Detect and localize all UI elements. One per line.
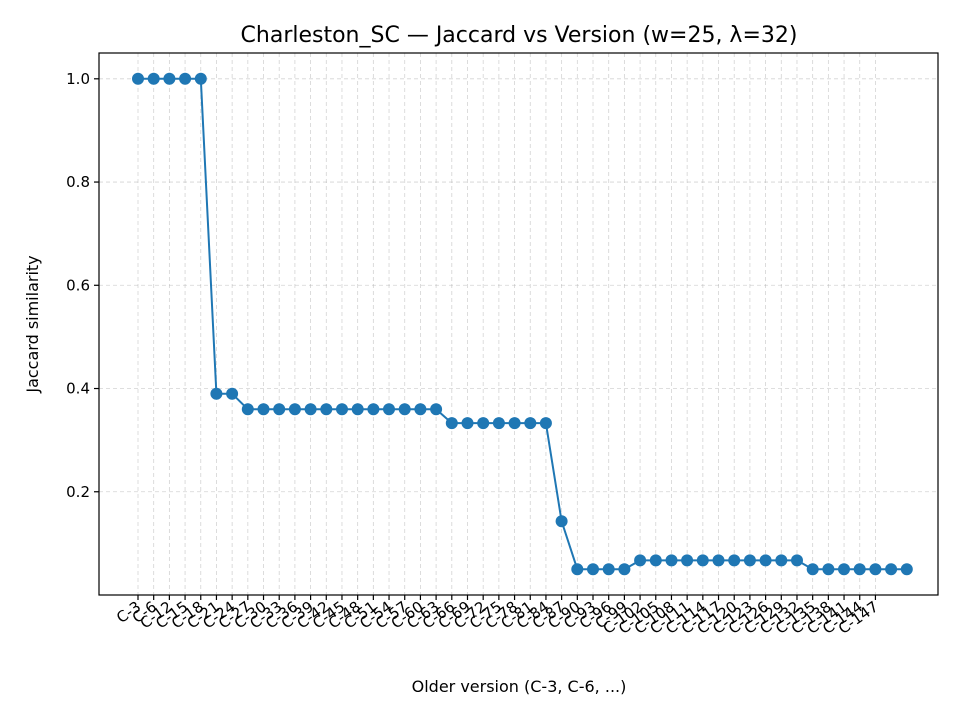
data-point [445,417,458,430]
data-point [681,554,694,567]
data-point [304,403,317,416]
x-axis-label: Older version (C-3, C-6, ...) [412,677,627,696]
data-point [539,417,552,430]
data-point [791,554,803,567]
data-point [179,72,192,85]
data-point [806,563,819,576]
y-axis-label: Jaccard similarity [23,255,42,393]
data-point [838,563,850,576]
data-point [869,563,882,576]
data-point [273,403,286,416]
data-point [414,403,427,416]
y-tick-label: 0.6 [66,276,90,294]
data-point [257,403,270,416]
x-axis-ticks: C-3C-6C-12C-15C-18C-21C-24C-27C-30C-33C-… [113,595,882,638]
data-point [320,403,333,416]
series-line [138,77,907,571]
chart-title: Charleston_SC — Jaccard vs Version (w=25… [241,23,798,48]
y-axis-ticks: 0.2 0.4 0.6 0.8 1.0 [66,70,99,501]
data-point [822,563,835,576]
data-point [649,554,662,567]
data-point [634,554,647,567]
grid-lines [99,53,938,595]
data-point [696,554,709,567]
data-point [555,515,568,528]
data-point [194,72,207,85]
y-tick-label: 1.0 [66,70,90,88]
data-point [743,554,756,567]
data-point [900,563,913,576]
data-point [241,403,254,416]
data-point [587,563,599,576]
data-point [132,72,144,85]
data-point [210,387,223,400]
data-point [775,554,788,567]
data-point [571,563,584,576]
data-point [383,403,395,416]
data-point [398,403,411,416]
data-point [712,554,725,567]
plot-frame [98,52,939,596]
y-tick-label: 0.4 [66,380,90,398]
data-point [885,563,898,576]
data-point [430,403,443,416]
data-point [288,403,301,416]
data-point [728,554,741,567]
data-point [336,403,348,416]
data-point [618,563,631,576]
data-point [461,417,474,430]
data-point [665,554,678,567]
data-point [602,563,615,576]
data-point [226,387,239,400]
y-tick-label: 0.8 [66,173,90,191]
data-point [853,563,866,576]
data-point [492,417,505,430]
data-point [147,72,160,85]
series-layer [132,72,913,576]
data-point [477,417,490,430]
data-point [351,403,364,416]
data-point [163,72,176,85]
data-point [524,417,537,430]
data-point [759,554,772,567]
data-point [508,417,521,430]
y-tick-label: 0.2 [66,483,90,501]
data-point [367,403,380,416]
